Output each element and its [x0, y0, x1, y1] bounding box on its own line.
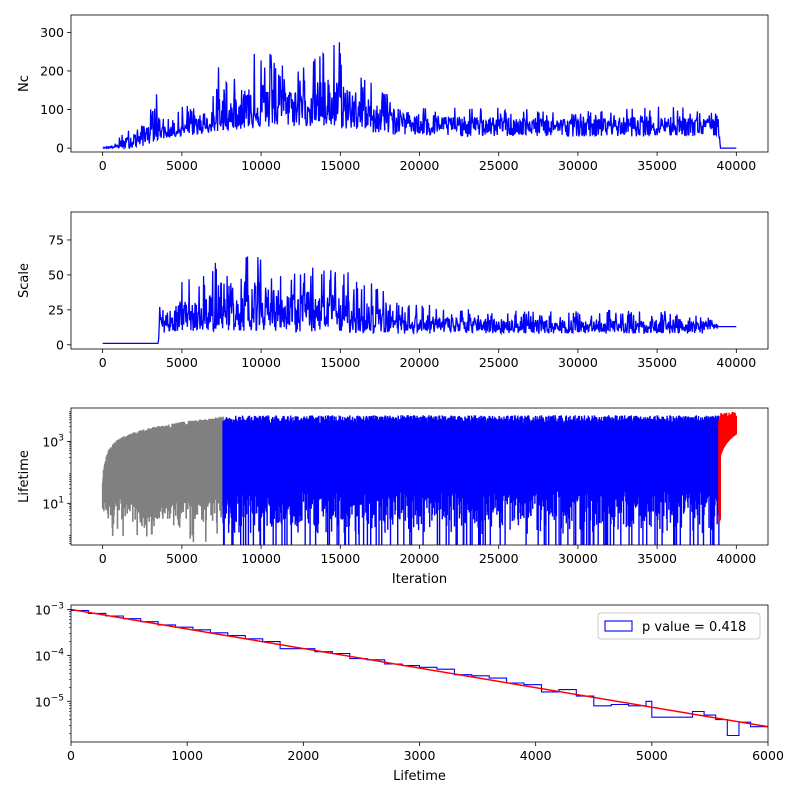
y-tick-label: 50: [48, 267, 64, 282]
y-tick-label: 103: [42, 433, 64, 449]
x-axis-label: Lifetime: [393, 769, 446, 784]
y-tick-label: 0: [56, 141, 64, 156]
x-tick-label: 5000: [166, 158, 198, 173]
x-tick-label: 40000: [716, 551, 756, 566]
x-tick-label: 20000: [400, 355, 440, 370]
fit-line: [71, 608, 768, 728]
x-tick-label: 4000: [520, 748, 552, 763]
x-tick-label: 40000: [716, 158, 756, 173]
x-tick-label: 20000: [400, 551, 440, 566]
x-tick-label: 3000: [404, 748, 436, 763]
y-tick-label: 101: [42, 495, 64, 511]
panels: 0 5000 10000 15000 20000 25000 30000 35000 40000…: [17, 14, 784, 784]
y-tick-label: 0: [56, 337, 64, 352]
series-blue-lifetimes: [222, 415, 720, 545]
panel-3: 0 5000 10000 15000 20000 25000 30000 35000 40000…: [17, 407, 769, 587]
x-tick-label: 6000: [752, 748, 784, 763]
x-tick-label: 30000: [558, 355, 598, 370]
x-tick-label: 0: [99, 551, 107, 566]
y-tick-label: 10−4: [35, 647, 64, 663]
series-nc: [102, 42, 737, 150]
y-tick-label: 25: [48, 302, 64, 317]
y-tick-label: 10−3: [35, 601, 64, 617]
legend-swatch: [604, 620, 633, 632]
x-tick-label: 35000: [637, 158, 677, 173]
legend-label: p value = 0.418: [642, 620, 746, 635]
series-scale: [102, 256, 737, 345]
y-tick-label: 75: [48, 232, 64, 247]
x-tick-label: 15000: [320, 355, 360, 370]
y-tick-label: 100: [40, 102, 64, 117]
x-tick-label: 35000: [637, 355, 677, 370]
x-tick-label: 15000: [320, 551, 360, 566]
y-tick-label: 10−5: [35, 693, 64, 709]
x-tick-label: 20000: [400, 158, 440, 173]
x-axis-label: Iteration: [392, 572, 447, 587]
x-tick-label: 10000: [241, 551, 281, 566]
panel-4: p value = 0.418 0 1000 2000 3000 4000 5000 6000…: [35, 601, 784, 784]
y-axis-label: Scale: [17, 263, 32, 298]
x-tick-label: 1000: [171, 748, 203, 763]
x-tick-label: 40000: [716, 355, 756, 370]
y-axis-label: Lifetime: [17, 450, 32, 503]
x-tick-label: 2000: [287, 748, 319, 763]
x-tick-label: 15000: [320, 158, 360, 173]
histogram-step: [71, 609, 768, 737]
legend: p value = 0.418: [597, 612, 761, 640]
series-grey-lifetimes: [101, 416, 224, 543]
y-axis-label: Nc: [17, 75, 32, 92]
x-tick-label: 25000: [479, 551, 519, 566]
x-tick-label: 5000: [636, 748, 668, 763]
x-tick-label: 10000: [241, 158, 281, 173]
panel-2: 0 5000 10000 15000 20000 25000 30000 35000 40000…: [17, 211, 769, 370]
series-red-lifetimes: [718, 411, 737, 523]
x-tick-label: 0: [99, 355, 107, 370]
x-tick-label: 0: [67, 748, 75, 763]
x-tick-label: 10000: [241, 355, 281, 370]
x-tick-label: 35000: [637, 551, 677, 566]
x-tick-label: 5000: [166, 355, 198, 370]
x-tick-label: 5000: [166, 551, 198, 566]
y-tick-label: 300: [40, 25, 64, 40]
legend-box: [597, 612, 761, 640]
x-tick-label: 25000: [479, 158, 519, 173]
x-tick-label: 0: [99, 158, 107, 173]
x-tick-label: 25000: [479, 355, 519, 370]
x-tick-label: 30000: [558, 158, 598, 173]
x-tick-label: 30000: [558, 551, 598, 566]
panel-1: 0 5000 10000 15000 20000 25000 30000 35000 40000…: [17, 14, 769, 173]
y-tick-label: 200: [40, 63, 64, 78]
